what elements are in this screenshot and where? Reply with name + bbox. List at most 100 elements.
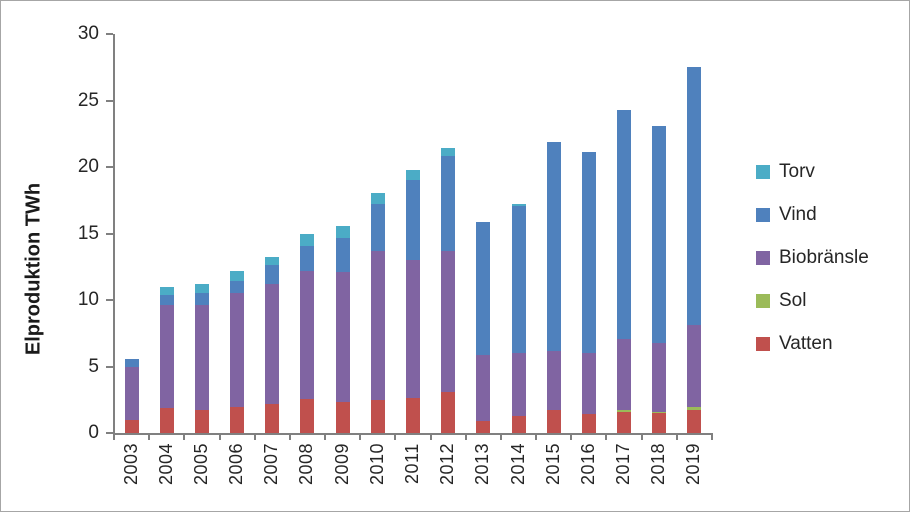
bar-segment-2007-Torv — [265, 257, 280, 266]
y-tick-mark-15 — [106, 232, 113, 235]
bar-2018 — [652, 125, 667, 433]
y-tick-mark-25 — [106, 99, 113, 102]
bar-2005 — [194, 284, 209, 433]
x-tick-label-2016: 2016 — [577, 443, 598, 486]
bar-segment-2006-Vatten — [230, 407, 245, 433]
bar-segment-2007-Vatten — [265, 403, 280, 433]
legend-label-Vatten: Vatten — [779, 333, 833, 354]
bar-segment-2018-Vind — [652, 125, 667, 343]
legend-label-Biobränsle: Biobränsle — [779, 247, 869, 268]
x-tick-label-2012: 2012 — [437, 443, 458, 486]
bar-segment-2011-Torv — [406, 170, 420, 180]
bar-2003 — [124, 359, 139, 433]
x-tick-mark-8 — [394, 433, 397, 440]
x-tick-mark-2 — [183, 433, 186, 440]
bar-segment-2017-Vind — [617, 109, 632, 340]
bar-2019 — [687, 67, 702, 433]
x-tick-label-2006: 2006 — [226, 443, 247, 486]
x-tick-mark-17 — [711, 433, 713, 440]
bar-segment-2009-Biobränsle — [335, 272, 350, 402]
x-tick-label-2013: 2013 — [472, 443, 493, 486]
bar-segment-2007-Vind — [265, 265, 280, 285]
bar-segment-2010-Vind — [370, 204, 385, 251]
bar-segment-2004-Vatten — [159, 407, 174, 433]
bar-segment-2019-Sol — [687, 407, 702, 411]
x-tick-label-2005: 2005 — [190, 443, 211, 486]
bar-segment-2008-Biobränsle — [300, 270, 315, 400]
y-tick-mark-5 — [106, 365, 113, 368]
y-tick-label-15: 15 — [77, 222, 99, 244]
bar-segment-2006-Biobränsle — [230, 293, 245, 408]
bar-segment-2003-Biobränsle — [124, 367, 139, 421]
bar-segment-2011-Vatten — [406, 397, 420, 433]
bar-segment-2004-Torv — [159, 286, 174, 295]
bar-segment-2006-Torv — [230, 270, 245, 281]
bar-2007 — [265, 257, 280, 433]
bar-segment-2008-Torv — [300, 233, 315, 247]
bar-segment-2010-Biobränsle — [370, 250, 385, 400]
bar-segment-2014-Torv — [511, 204, 526, 207]
bar-segment-2007-Biobränsle — [265, 284, 280, 404]
x-tick-label-2015: 2015 — [542, 443, 563, 486]
bar-segment-2014-Vind — [511, 206, 526, 353]
bar-segment-2017-Sol — [617, 410, 632, 412]
legend: Torv Vind Biobränsle Sol Vatten — [756, 161, 869, 355]
x-tick-mark-3 — [218, 433, 221, 440]
bar-segment-2013-Vind — [476, 222, 491, 355]
bar-segment-2011-Biobränsle — [406, 260, 420, 398]
y-tick-label-5: 5 — [88, 355, 99, 377]
bar-segment-2004-Biobränsle — [159, 305, 174, 408]
legend-swatch-Sol — [756, 294, 770, 308]
bar-segment-2013-Biobränsle — [476, 354, 491, 422]
x-tick-label-2008: 2008 — [296, 443, 317, 486]
x-tick-mark-7 — [359, 433, 362, 440]
bar-segment-2015-Biobränsle — [546, 350, 561, 411]
x-tick-mark-6 — [324, 433, 327, 440]
bar-segment-2006-Vind — [230, 280, 245, 294]
x-tick-mark-4 — [253, 433, 256, 440]
x-tick-label-2017: 2017 — [613, 443, 634, 486]
x-tick-label-2014: 2014 — [507, 443, 528, 486]
bar-segment-2014-Vatten — [511, 415, 526, 433]
y-tick-mark-30 — [106, 33, 113, 35]
bar-segment-2017-Vatten — [617, 411, 632, 433]
legend-item-Biobränsle: Biobränsle — [756, 247, 869, 269]
bar-segment-2010-Torv — [370, 192, 385, 205]
legend-item-Vind: Vind — [756, 204, 869, 226]
bar-segment-2019-Vatten — [687, 410, 702, 433]
bar-segment-2003-Vind — [124, 359, 139, 368]
x-tick-label-2019: 2019 — [683, 443, 704, 486]
bar-segment-2009-Vind — [335, 238, 350, 273]
bar-segment-2019-Vind — [687, 67, 702, 326]
bar-segment-2005-Biobränsle — [194, 305, 209, 410]
y-tick-label-30: 30 — [77, 23, 99, 44]
bar-segment-2014-Biobränsle — [511, 352, 526, 416]
y-tick-mark-20 — [106, 166, 113, 168]
bar-2016 — [581, 152, 596, 433]
bar-segment-2003-Vatten — [124, 420, 139, 433]
bar-2010 — [370, 192, 385, 433]
legend-label-Torv: Torv — [779, 161, 815, 182]
bar-segment-2012-Biobränsle — [441, 250, 456, 392]
bar-segment-2005-Vind — [194, 293, 209, 306]
bar-segment-2018-Biobränsle — [652, 342, 667, 412]
bar-segment-2008-Vatten — [300, 399, 315, 433]
bar-segment-2016-Vind — [581, 152, 596, 353]
bar-2011 — [406, 170, 420, 433]
legend-swatch-Vind — [756, 208, 770, 222]
legend-swatch-Biobränsle — [756, 251, 770, 265]
bar-segment-2012-Vatten — [441, 391, 456, 433]
x-tick-label-2009: 2009 — [331, 443, 352, 486]
bar-2009 — [335, 226, 350, 433]
y-axis-title: Elproduktion TWh — [22, 182, 45, 356]
legend-label-Vind: Vind — [779, 204, 817, 225]
x-tick-label-2007: 2007 — [261, 443, 282, 486]
x-tick-mark-9 — [429, 433, 432, 440]
y-tick-mark-0 — [106, 432, 113, 434]
x-tick-mark-14 — [605, 433, 608, 440]
x-tick-mark-15 — [640, 433, 643, 440]
y-tick-mark-10 — [106, 299, 113, 301]
y-axis-line — [113, 34, 115, 435]
bar-segment-2009-Torv — [335, 226, 350, 239]
